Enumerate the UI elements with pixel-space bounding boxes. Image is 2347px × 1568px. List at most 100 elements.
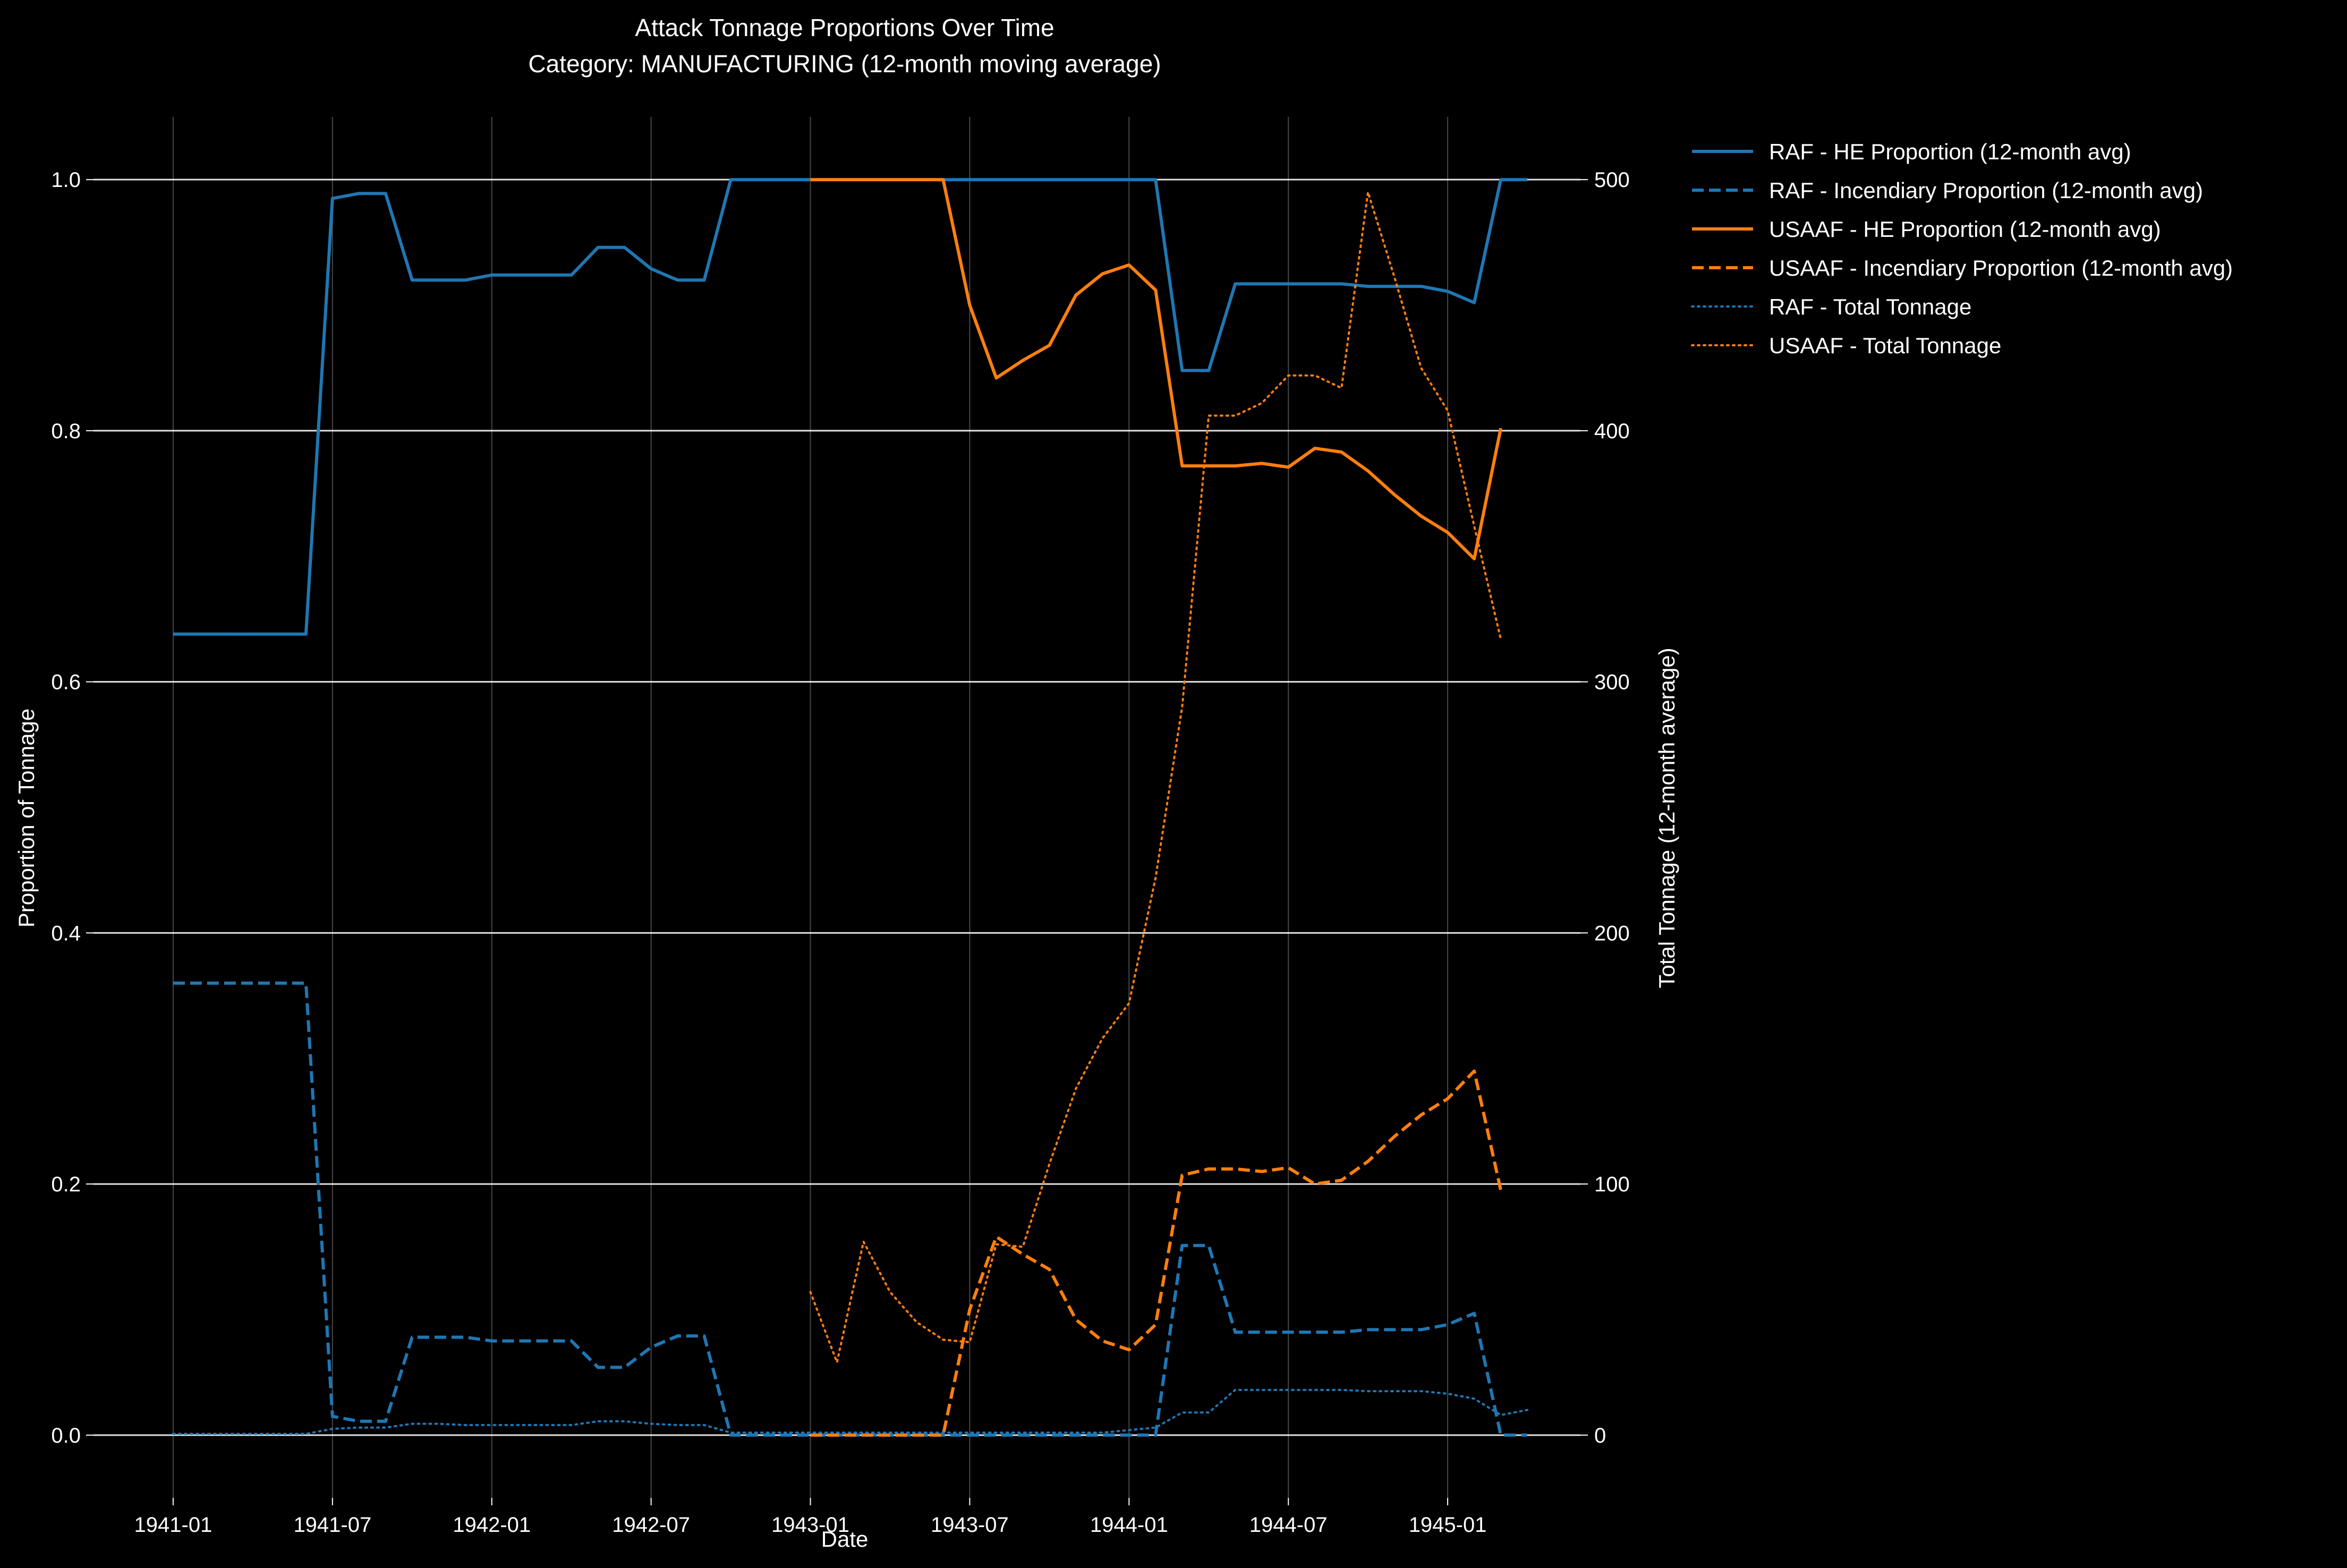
data-point [624, 1420, 625, 1422]
data-point [703, 1335, 705, 1337]
data-point [1288, 283, 1289, 285]
data-point [305, 1433, 307, 1435]
data-point [1235, 1389, 1236, 1391]
data-point [836, 1432, 838, 1434]
data-point [1447, 410, 1449, 412]
data-point [810, 1291, 811, 1293]
data-point [278, 633, 280, 635]
data-point [1155, 179, 1157, 181]
data-point [1102, 273, 1103, 275]
data-point [1421, 1114, 1422, 1116]
data-point [464, 1424, 466, 1426]
data-point [810, 179, 811, 181]
data-point [1235, 465, 1236, 467]
data-point [1474, 1070, 1475, 1072]
data-point [942, 179, 944, 181]
data-point [278, 982, 280, 984]
data-point [942, 1434, 944, 1436]
data-point [1447, 1324, 1449, 1325]
data-point [1208, 1245, 1210, 1246]
data-point [571, 1424, 572, 1426]
data-point [358, 1427, 360, 1428]
data-point [916, 1434, 917, 1436]
data-point [810, 1432, 811, 1434]
data-point [863, 179, 864, 181]
data-point [544, 1424, 546, 1426]
legend-label: RAF - Incendiary Proportion (12-month av… [1769, 178, 2203, 203]
data-point [1421, 367, 1422, 369]
data-point [969, 1341, 971, 1343]
x-tick-label: 1943-01 [771, 1513, 849, 1537]
data-point [225, 1433, 227, 1435]
data-point [1421, 515, 1422, 517]
data-point [1367, 191, 1369, 193]
data-point [1049, 345, 1050, 346]
data-point [703, 1424, 705, 1426]
data-point [1474, 558, 1475, 560]
data-point [650, 1423, 652, 1425]
data-point [1208, 370, 1210, 371]
y2-tick-label: 400 [1594, 420, 1630, 443]
data-point [464, 279, 466, 281]
data-point [1049, 1268, 1050, 1270]
data-point [863, 1434, 864, 1436]
data-point [411, 279, 413, 281]
data-point [305, 982, 307, 984]
data-point [996, 1432, 997, 1434]
data-point [1421, 1329, 1422, 1331]
data-point [571, 274, 572, 276]
data-point [1155, 1427, 1157, 1428]
data-point [730, 1432, 732, 1434]
data-point [1314, 1389, 1316, 1391]
data-point [1421, 286, 1422, 287]
data-point [597, 1367, 599, 1368]
data-point [1500, 1434, 1502, 1436]
x-tick-label: 1941-01 [134, 1513, 212, 1537]
data-point [889, 1432, 891, 1434]
data-point [544, 1340, 546, 1342]
data-point [1500, 1414, 1502, 1416]
data-point [517, 274, 519, 276]
data-point [1394, 1329, 1396, 1331]
data-point [1314, 283, 1316, 285]
data-point [1208, 1168, 1210, 1170]
data-point [836, 1434, 838, 1436]
x-axis-label: Date [821, 1527, 869, 1552]
data-point [1314, 448, 1316, 449]
data-point [677, 1424, 678, 1426]
data-point [1049, 1434, 1050, 1436]
x-tick-label: 1942-01 [453, 1513, 531, 1537]
data-point [1128, 1429, 1130, 1431]
data-point [1075, 1434, 1077, 1436]
data-point [1102, 1037, 1103, 1039]
data-point [650, 268, 652, 270]
data-point [1235, 415, 1236, 416]
data-point [863, 1241, 864, 1242]
data-point [385, 1420, 386, 1422]
data-point [1394, 494, 1396, 496]
data-point [1155, 1324, 1157, 1325]
data-point [969, 179, 971, 181]
data-point [544, 274, 546, 276]
data-point [1181, 1174, 1183, 1176]
data-point [1341, 1389, 1342, 1391]
data-point [331, 198, 333, 199]
data-point [411, 1336, 413, 1338]
data-point [1261, 1389, 1263, 1391]
data-point [1181, 370, 1183, 371]
data-point [1500, 1189, 1502, 1191]
data-point [491, 1424, 492, 1426]
data-point [969, 304, 971, 306]
data-point [1261, 463, 1263, 464]
data-point [1049, 179, 1050, 181]
data-point [677, 279, 678, 281]
data-point [491, 274, 492, 276]
data-point [889, 1434, 891, 1436]
legend-label: RAF - Total Tonnage [1769, 294, 1971, 319]
data-point [199, 1433, 200, 1435]
data-point [1474, 1398, 1475, 1400]
data-point [1314, 1183, 1316, 1185]
data-point [1155, 1434, 1157, 1436]
x-tick-label: 1941-07 [293, 1513, 371, 1537]
